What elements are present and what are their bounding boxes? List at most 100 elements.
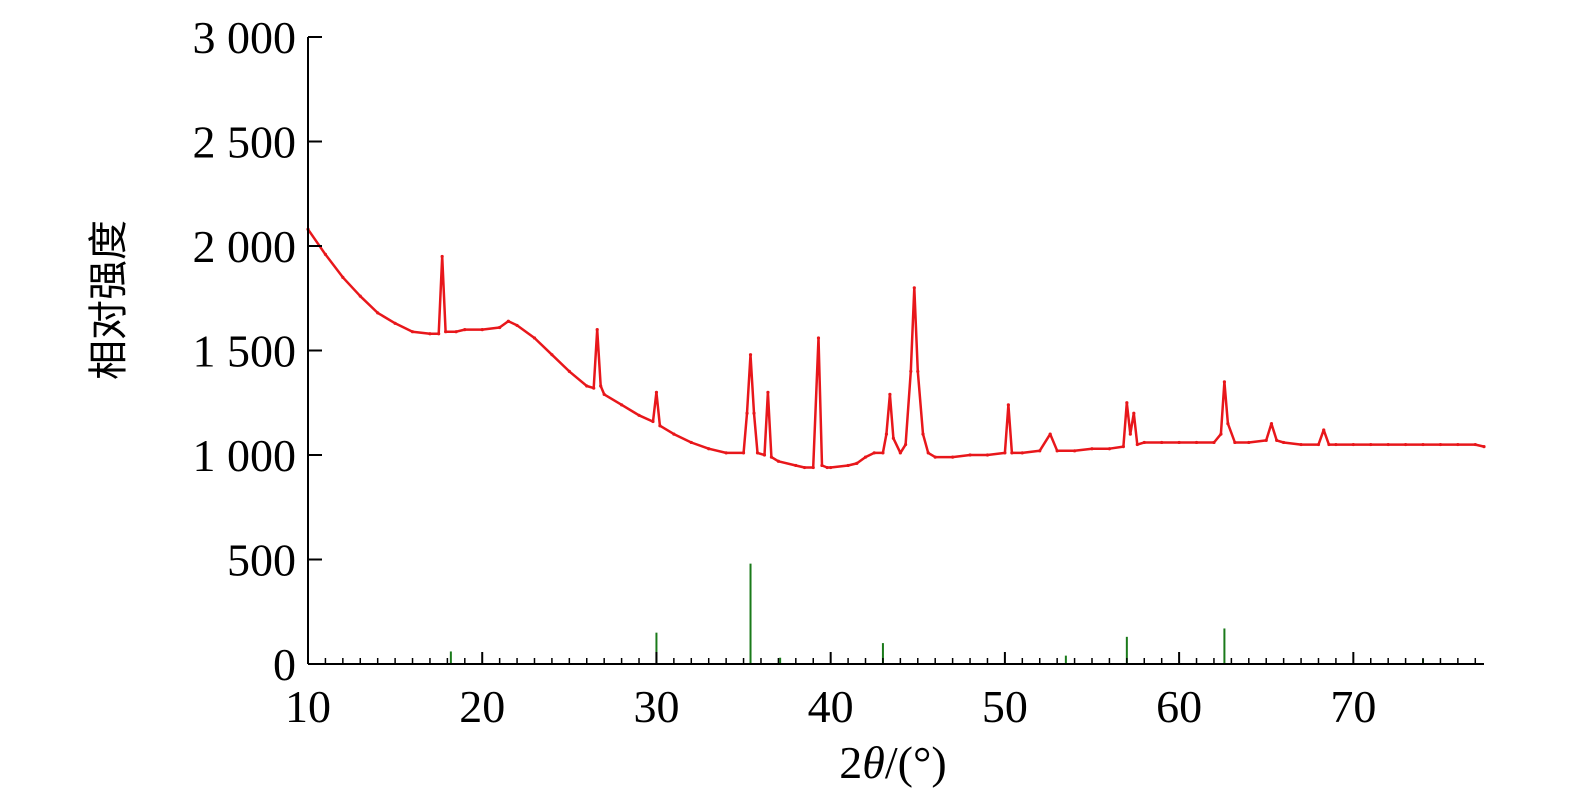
- series-point: [748, 353, 753, 357]
- series-point: [916, 369, 920, 373]
- series-point: [1135, 442, 1139, 447]
- series-point: [1421, 442, 1425, 447]
- series-point: [1125, 401, 1129, 405]
- series-point: [912, 286, 916, 290]
- series-point: [637, 413, 641, 417]
- series-point: [1219, 432, 1223, 436]
- series-point: [672, 432, 676, 436]
- series-point: [654, 390, 659, 394]
- series-point: [1226, 422, 1230, 426]
- plot-area: [306, 227, 1486, 664]
- series-point: [480, 328, 484, 332]
- y-tick-label: 2 000: [193, 221, 297, 272]
- series-point: [1003, 451, 1007, 455]
- series-point: [1438, 442, 1443, 447]
- series-point: [463, 328, 467, 332]
- series-point: [926, 451, 930, 455]
- x-tick-label: 70: [1330, 681, 1376, 732]
- x-tick-label: 10: [285, 681, 331, 732]
- series-point: [599, 384, 603, 388]
- series-point: [1006, 403, 1010, 407]
- series-point: [825, 465, 829, 470]
- series-point: [444, 330, 448, 334]
- series-point: [440, 254, 444, 259]
- series-point: [762, 453, 767, 457]
- series-point: [550, 353, 554, 357]
- series-point: [410, 330, 415, 334]
- series-point: [1055, 449, 1059, 453]
- y-axis-label: 相对强度: [86, 220, 132, 380]
- series-point: [820, 463, 824, 468]
- series-point: [1275, 438, 1279, 442]
- series-point: [689, 440, 693, 445]
- series-point: [376, 311, 380, 315]
- series-point: [891, 436, 895, 440]
- series-point: [341, 275, 345, 279]
- series-point: [884, 432, 889, 436]
- series-point: [1072, 449, 1077, 453]
- series-point: [532, 336, 537, 340]
- series-point: [1327, 442, 1331, 447]
- y-tick-label: 2 500: [193, 117, 297, 168]
- series-point: [1351, 442, 1355, 447]
- series-point: [1264, 438, 1268, 442]
- series-point: [1473, 442, 1477, 447]
- series-point: [921, 432, 925, 436]
- series-point: [846, 463, 850, 468]
- series-point: [585, 384, 589, 388]
- y-tick-label: 1 500: [193, 326, 297, 377]
- series-point: [1334, 442, 1338, 447]
- series-point: [658, 424, 662, 428]
- series-point: [1107, 447, 1112, 451]
- series-point: [829, 465, 833, 470]
- series-point: [707, 447, 711, 451]
- series-point: [515, 323, 519, 328]
- series-point: [933, 455, 937, 459]
- x-tick-label: 30: [633, 681, 679, 732]
- series-point: [745, 411, 749, 415]
- series-point: [1316, 442, 1321, 447]
- series-point: [769, 455, 774, 459]
- series-point: [1160, 440, 1164, 445]
- series-point: [903, 442, 908, 447]
- x-tick-label: 50: [982, 681, 1028, 732]
- series-point: [909, 369, 913, 373]
- series-point: [811, 465, 815, 470]
- series-point: [498, 325, 502, 330]
- x-axis-label: 2θ/(°): [839, 737, 946, 788]
- series-point: [898, 451, 902, 455]
- series-point: [602, 392, 606, 396]
- x-axis-label-main: 2: [839, 737, 862, 788]
- x-tick-label: 40: [808, 681, 854, 732]
- series-point: [968, 453, 972, 457]
- series-point: [863, 455, 868, 459]
- series-point: [1048, 432, 1052, 436]
- series-point: [454, 330, 458, 334]
- series-point: [951, 455, 955, 459]
- series-point: [1322, 428, 1326, 432]
- series-point: [1142, 440, 1146, 445]
- series-point: [506, 319, 510, 323]
- ticks: 0 500 1 000 1 500 2 000 2 500 3 000 10 20 30 40 50 6…: [193, 12, 1477, 732]
- series-point: [752, 411, 756, 415]
- series-point: [741, 451, 746, 455]
- series-point: [437, 332, 441, 336]
- series-point: [1132, 411, 1136, 415]
- series-point: [1282, 440, 1286, 445]
- series-point: [1369, 442, 1373, 447]
- series-point: [1299, 442, 1303, 447]
- x-axis-label-unit: /(°): [885, 737, 947, 788]
- series-point: [1038, 449, 1042, 453]
- series-point: [776, 459, 781, 463]
- x-axis-label-theta: θ: [862, 737, 885, 788]
- series-point: [567, 369, 571, 373]
- series-point: [1222, 380, 1227, 384]
- y-tick-label: 1 000: [193, 430, 297, 481]
- series-line-0: [306, 228, 1485, 469]
- series-point: [766, 390, 770, 394]
- series-point: [855, 461, 859, 465]
- series-point: [1404, 442, 1408, 447]
- series-point: [620, 403, 624, 407]
- series-point: [724, 451, 728, 455]
